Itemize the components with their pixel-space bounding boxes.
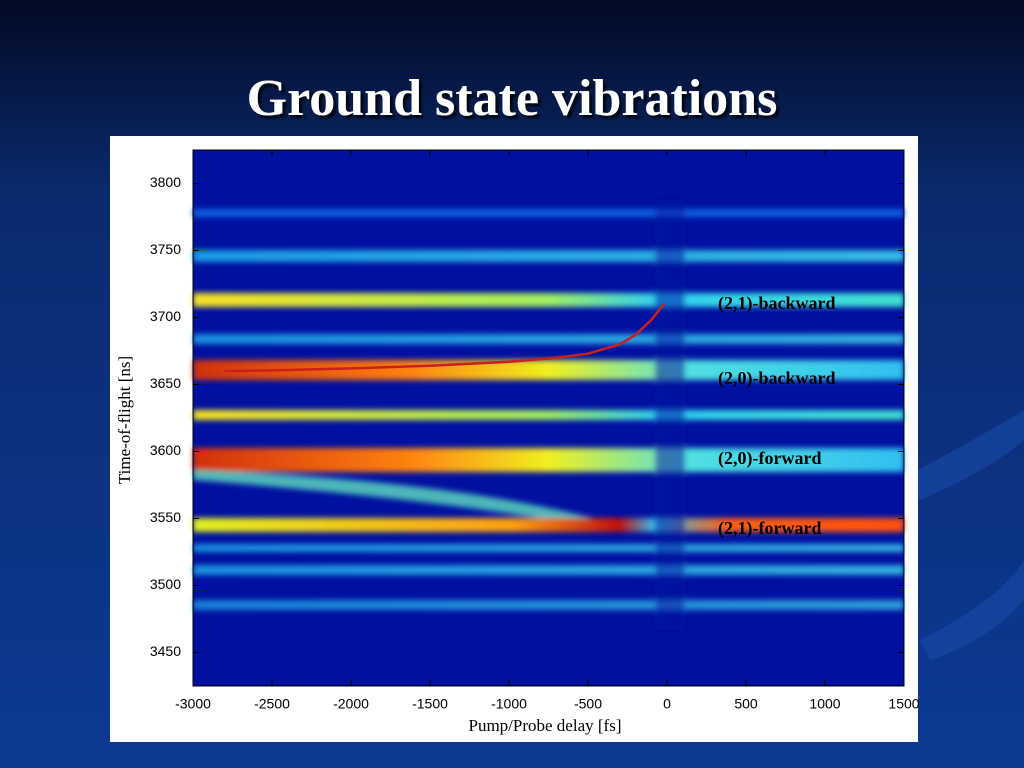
heatmap-bands: [193, 200, 904, 630]
x-tick-label: -2000: [333, 696, 369, 712]
annotation: (2,1)-forward: [718, 518, 821, 539]
y-tick-label: 3450: [150, 643, 181, 659]
annotation: (2,0)-forward: [718, 448, 821, 469]
annotation: (2,1)-backward: [718, 293, 836, 314]
decoration: [920, 560, 1024, 660]
y-tick-label: 3700: [150, 308, 181, 324]
x-tick-label: -1000: [491, 696, 527, 712]
x-tick-label: -1500: [412, 696, 448, 712]
y-tick-label: 3800: [150, 174, 181, 190]
y-tick-label: 3500: [150, 576, 181, 592]
x-tick-label: 0: [663, 696, 671, 712]
plot-frame: [192, 149, 905, 687]
decoration: [900, 410, 1024, 500]
x-tick-label: 1500: [888, 696, 919, 712]
plot-area: [192, 149, 905, 687]
line-series: [224, 303, 665, 373]
annotation: (2,0)-backward: [718, 368, 836, 389]
x-tick-label: -3000: [175, 696, 211, 712]
x-tick-label: 1000: [809, 696, 840, 712]
x-tick-label: -500: [574, 696, 602, 712]
y-tick-label: 3600: [150, 442, 181, 458]
slide-title: Ground state vibrations: [247, 70, 778, 127]
x-tick-label: 500: [734, 696, 758, 712]
y-tick-label: 3550: [150, 509, 181, 525]
y-axis-label: Time-of-flight [ns]: [115, 356, 134, 484]
x-axis-label: Pump/Probe delay [fs]: [469, 716, 622, 735]
y-tick-label: 3650: [150, 375, 181, 391]
y-tick-label: 3750: [150, 241, 181, 257]
x-tick-label: -2500: [254, 696, 290, 712]
